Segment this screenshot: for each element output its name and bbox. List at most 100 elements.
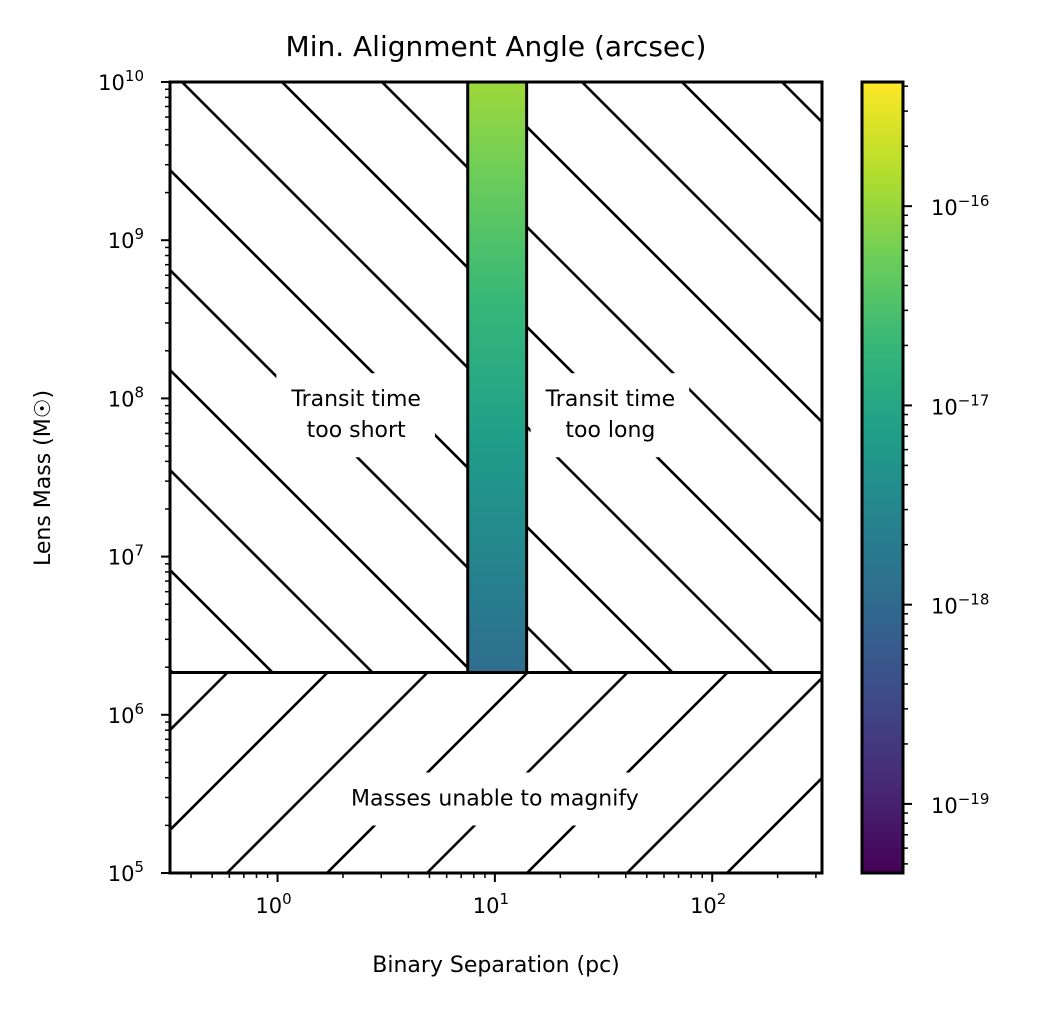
valid-region-cell — [467, 184, 527, 187]
colorbar-cell — [862, 84, 903, 87]
colorbar-cell — [862, 240, 903, 243]
valid-region-cell — [467, 290, 527, 293]
colorbar-cell — [862, 178, 903, 181]
valid-region-cell — [467, 362, 527, 365]
colorbar-cell — [862, 688, 903, 691]
valid-region-cell — [467, 590, 527, 593]
colorbar-cell — [862, 130, 903, 133]
colorbar-cell — [862, 528, 903, 531]
valid-region-cell — [467, 330, 527, 333]
colorbar-cell — [862, 174, 903, 177]
colorbar-cell — [862, 560, 903, 563]
valid-region-cell — [467, 486, 527, 489]
colorbar-cell — [862, 192, 903, 195]
colorbar-cell — [862, 394, 903, 397]
colorbar-cell — [862, 466, 903, 469]
valid-region-cell — [467, 496, 527, 499]
valid-region-cell — [467, 668, 527, 671]
valid-region-cell — [467, 268, 527, 271]
valid-region-cell — [467, 288, 527, 291]
valid-region-cell — [467, 382, 527, 385]
colorbar-cell — [862, 140, 903, 143]
colorbar-cell — [862, 492, 903, 495]
valid-region-cell — [467, 128, 527, 131]
colorbar-cell — [862, 678, 903, 681]
colorbar-cell — [862, 616, 903, 619]
valid-region-cell — [467, 224, 527, 227]
valid-region-cell — [467, 480, 527, 483]
valid-region-cell — [467, 198, 527, 201]
colorbar-cell — [862, 482, 903, 485]
colorbar-cell — [862, 432, 903, 435]
colorbar-cell — [862, 476, 903, 479]
valid-region-cell — [467, 328, 527, 331]
valid-region-cell — [467, 656, 527, 659]
colorbar-cell — [862, 364, 903, 367]
valid-region-cell — [467, 170, 527, 173]
colorbar-cell — [862, 808, 903, 811]
valid-region-cell — [467, 188, 527, 191]
colorbar-cell — [862, 164, 903, 167]
colorbar-cell — [862, 268, 903, 271]
valid-region-cell — [467, 502, 527, 505]
colorbar-cell — [862, 728, 903, 731]
colorbar-cell — [862, 228, 903, 231]
valid-region-cell — [467, 416, 527, 419]
colorbar-cell — [862, 396, 903, 399]
colorbar-cell — [862, 810, 903, 813]
valid-region-cell — [467, 532, 527, 535]
hatch-line — [800, 0, 1042, 1009]
valid-region-cell — [467, 136, 527, 139]
valid-region-cell — [467, 610, 527, 613]
colorbar-cell — [862, 498, 903, 501]
valid-region-cell — [467, 166, 527, 169]
label-box — [276, 373, 435, 458]
valid-region-cell — [467, 296, 527, 299]
colorbar-cell — [862, 790, 903, 793]
colorbar-cell — [862, 748, 903, 751]
colorbar-cell — [862, 318, 903, 321]
colorbar-cell — [862, 604, 903, 607]
colorbar-cell — [862, 734, 903, 737]
valid-region-cell — [467, 506, 527, 509]
colorbar-cell — [862, 530, 903, 533]
colorbar-tick-label: 10−19 — [931, 790, 989, 818]
valid-region-cell — [467, 374, 527, 377]
colorbar-cell — [862, 358, 903, 361]
colorbar-tick-label: 10−16 — [931, 192, 989, 220]
colorbar-cell — [862, 462, 903, 465]
colorbar-cell — [862, 692, 903, 695]
colorbar-cell — [862, 822, 903, 825]
valid-region-cell — [467, 564, 527, 567]
valid-region-cell — [467, 164, 527, 167]
valid-region-cell — [467, 526, 527, 529]
valid-region-cell — [467, 140, 527, 143]
colorbar-cell — [862, 638, 903, 641]
colorbar-cell — [862, 284, 903, 287]
valid-region-cell — [467, 210, 527, 213]
colorbar-cell — [862, 844, 903, 847]
valid-region-cell — [467, 276, 527, 279]
valid-region-cell — [467, 422, 527, 425]
colorbar-cell — [862, 540, 903, 543]
colorbar-cell — [862, 454, 903, 457]
valid-region-cell — [467, 468, 527, 471]
colorbar-cell — [862, 134, 903, 137]
region-label-line: Transit time — [290, 387, 421, 412]
valid-region-cell — [467, 400, 527, 403]
colorbar-cell — [862, 106, 903, 109]
colorbar-cell — [862, 350, 903, 353]
colorbar-cell — [862, 632, 903, 635]
colorbar-cell — [862, 742, 903, 745]
colorbar-cell — [862, 200, 903, 203]
colorbar-cell — [862, 402, 903, 405]
colorbar-cell — [862, 574, 903, 577]
colorbar-cell — [862, 684, 903, 687]
valid-region-cell — [467, 212, 527, 215]
valid-region-cell — [467, 452, 527, 455]
valid-region-cell — [467, 294, 527, 297]
x-axis-label: Binary Separation (pc) — [372, 953, 620, 978]
valid-region-cell — [467, 566, 527, 569]
colorbar-cell — [862, 524, 903, 527]
